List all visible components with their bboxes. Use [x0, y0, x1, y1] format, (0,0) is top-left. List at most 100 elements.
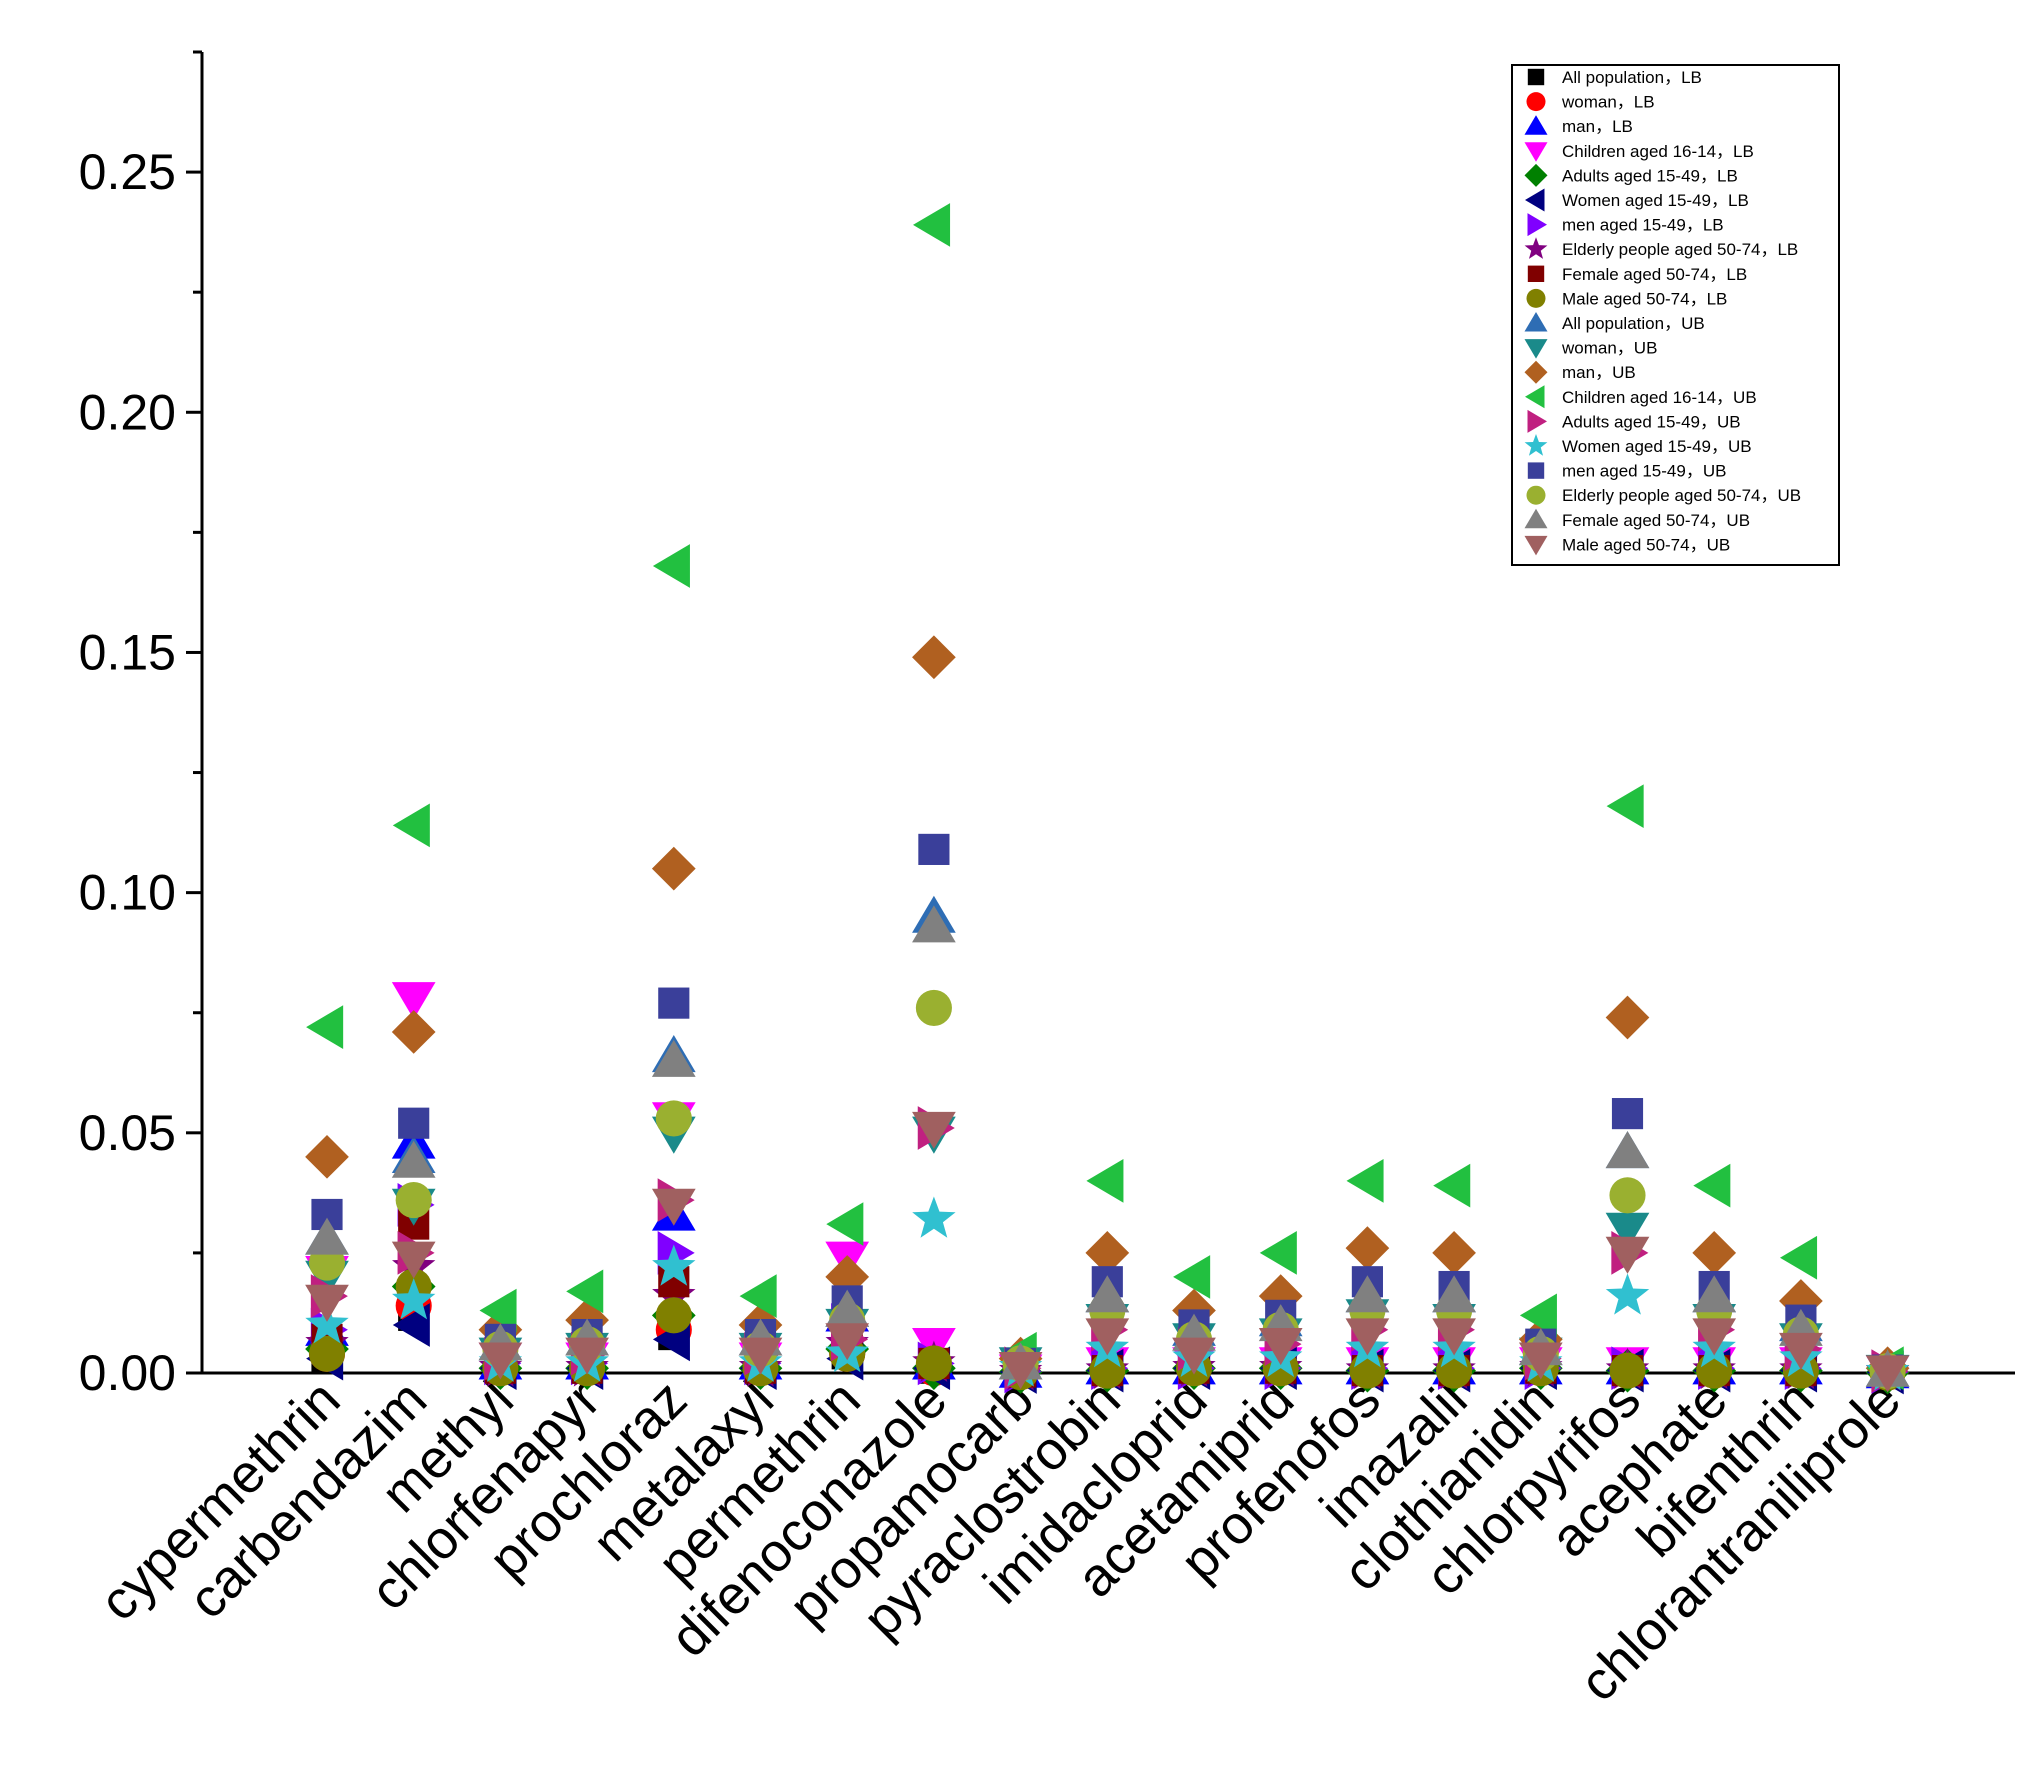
legend-marker [1527, 462, 1545, 479]
data-point [1085, 1275, 1130, 1313]
legend-marker [1524, 115, 1548, 135]
legend-marker [1525, 385, 1545, 409]
data-point [652, 544, 690, 588]
data-point [658, 987, 690, 1019]
legend-marker [1524, 535, 1548, 556]
legend-entry: Women aged 15-49，LB [1562, 191, 1749, 210]
legend-marker [1524, 237, 1548, 259]
legend-entry: man，UB [1562, 363, 1636, 382]
data-point [1518, 1342, 1563, 1380]
data-point [738, 1337, 783, 1375]
y-tick-label: 0.00 [79, 1345, 176, 1401]
data-point [912, 635, 956, 680]
data-point [1345, 1318, 1390, 1356]
data-point [1258, 1328, 1303, 1366]
data-point [392, 1278, 436, 1320]
legend-entry: Adults aged 15-49，LB [1562, 166, 1738, 185]
data-point [651, 1039, 696, 1077]
data-point [998, 1352, 1043, 1390]
data-point [1692, 1231, 1737, 1275]
data-point [1605, 1131, 1650, 1169]
data-point [1346, 1159, 1384, 1203]
data-point [566, 1269, 604, 1314]
data-point [1432, 1318, 1476, 1356]
data-point [391, 1010, 436, 1054]
legend-marker [1527, 409, 1547, 433]
data-point [1605, 995, 1650, 1040]
legend-marker [1527, 213, 1547, 237]
legend-marker [1527, 68, 1545, 86]
data-point [1605, 1236, 1650, 1274]
data-point [305, 1284, 349, 1322]
data-point [655, 1297, 692, 1334]
legend-entry: woman，LB [1561, 93, 1655, 112]
legend-entry: Children aged 16-14，UB [1562, 388, 1757, 407]
legend-marker [1524, 142, 1548, 162]
data-point [398, 1107, 430, 1139]
y-tick-label: 0.25 [79, 144, 176, 200]
data-point [1085, 1231, 1130, 1275]
data-point [1609, 1177, 1646, 1214]
data-point [1172, 1337, 1216, 1375]
data-point [1611, 1098, 1644, 1130]
data-point [1693, 1163, 1731, 1208]
legend-entry: Children aged 16-14，LB [1562, 142, 1754, 161]
legend-marker [1526, 92, 1546, 112]
legend-entry: man，LB [1562, 117, 1633, 136]
legend-marker [1524, 360, 1548, 384]
data-point [1259, 1231, 1297, 1275]
legend-marker [1526, 485, 1546, 505]
legend-marker [1525, 188, 1545, 212]
legend: All population，LB woman，LB man，LB Children … [1511, 64, 1840, 566]
data-point [912, 905, 956, 943]
legend-marker [1524, 434, 1548, 456]
data-point [651, 1188, 696, 1226]
data-point [913, 203, 951, 247]
data-point [1345, 1275, 1390, 1313]
data-point [655, 1100, 692, 1137]
data-points [305, 203, 1910, 1395]
data-point [918, 833, 950, 865]
data-point [915, 1345, 952, 1382]
legend-marker [1524, 339, 1548, 359]
data-point [478, 1342, 523, 1380]
data-point [1085, 1318, 1130, 1356]
data-point [912, 1111, 956, 1149]
legend-entry: All population，UB [1562, 314, 1705, 333]
data-point [1173, 1255, 1211, 1299]
legend-entry: woman，UB [1561, 339, 1657, 358]
data-point [825, 1255, 870, 1299]
data-point [391, 982, 436, 1020]
data-point [1609, 1352, 1646, 1389]
data-point [1606, 784, 1644, 829]
data-point [1605, 1212, 1650, 1250]
data-point [395, 1182, 432, 1219]
legend-entry: Adults aged 15-49，UB [1562, 412, 1741, 431]
data-point [1779, 1332, 1823, 1370]
data-point [1865, 1355, 1910, 1393]
legend-entry: Women aged 15-49，UB [1562, 437, 1752, 456]
data-point [651, 846, 696, 891]
data-point [1780, 1235, 1818, 1280]
data-point [305, 1134, 349, 1179]
legend-entry: Male aged 50-74，LB [1562, 289, 1727, 308]
y-tick-label: 0.05 [79, 1105, 176, 1161]
data-point [479, 1288, 517, 1333]
legend-entry: men aged 15-49，UB [1562, 462, 1726, 481]
data-point [1086, 1159, 1124, 1203]
data-point [739, 1274, 777, 1318]
legend-marker [1527, 265, 1545, 282]
y-axis: 0.00 0.05 0.10 0.15 0.20 0.25 [79, 50, 204, 1401]
data-point [1692, 1275, 1737, 1313]
data-point [1433, 1163, 1471, 1208]
legend-marker [1524, 312, 1548, 332]
data-point [1345, 1226, 1390, 1270]
data-point [915, 989, 952, 1026]
legend-box [1511, 64, 1840, 566]
data-point [308, 1335, 346, 1372]
y-tick-label: 0.15 [79, 624, 176, 680]
data-point [826, 1202, 864, 1246]
legend-entry: Elderly people aged 50-74，UB [1562, 486, 1801, 505]
y-tick-label: 0.20 [79, 384, 176, 440]
data-point [391, 1241, 436, 1279]
